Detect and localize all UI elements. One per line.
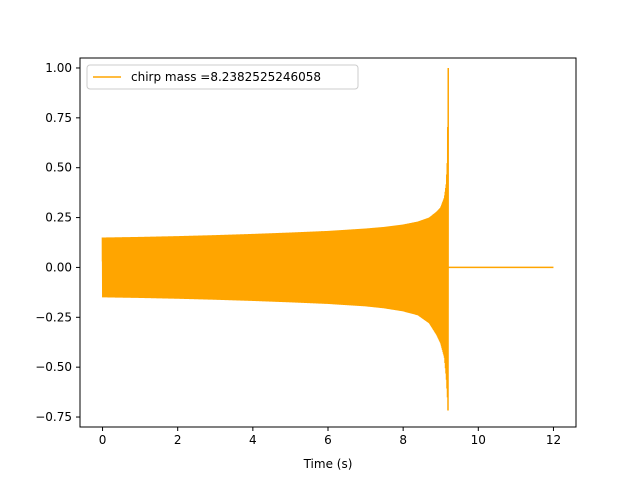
y-tick-label: −0.25: [35, 310, 72, 324]
y-axis: −0.75 −0.50 −0.25 0.00 0.25 0.50 0.75 1.00: [35, 61, 80, 424]
y-tick-label: 0.25: [45, 211, 72, 225]
x-tick-label: 12: [546, 433, 561, 447]
legend-box: [86, 64, 359, 90]
plot-area: [101, 67, 554, 411]
y-tick-label: 0.00: [45, 260, 72, 274]
x-axis: 0 2 4 6 8 10 12: [99, 427, 561, 447]
x-axis-label: Time (s): [303, 457, 353, 471]
legend: chirp mass =8.2382525246058: [86, 64, 359, 90]
legend-label: chirp mass =8.2382525246058: [131, 70, 321, 84]
y-tick-label: 0.50: [45, 161, 72, 175]
x-tick-label: 4: [249, 433, 257, 447]
x-tick-label: 0: [99, 433, 107, 447]
series-line-0: [101, 67, 449, 411]
x-tick-label: 8: [399, 433, 407, 447]
x-tick-label: 6: [324, 433, 332, 447]
y-tick-label: 1.00: [45, 61, 72, 75]
x-tick-label: 10: [471, 433, 486, 447]
y-tick-label: −0.50: [35, 360, 72, 374]
y-tick-label: −0.75: [35, 410, 72, 424]
y-tick-label: 0.75: [45, 111, 72, 125]
x-tick-label: 2: [174, 433, 182, 447]
